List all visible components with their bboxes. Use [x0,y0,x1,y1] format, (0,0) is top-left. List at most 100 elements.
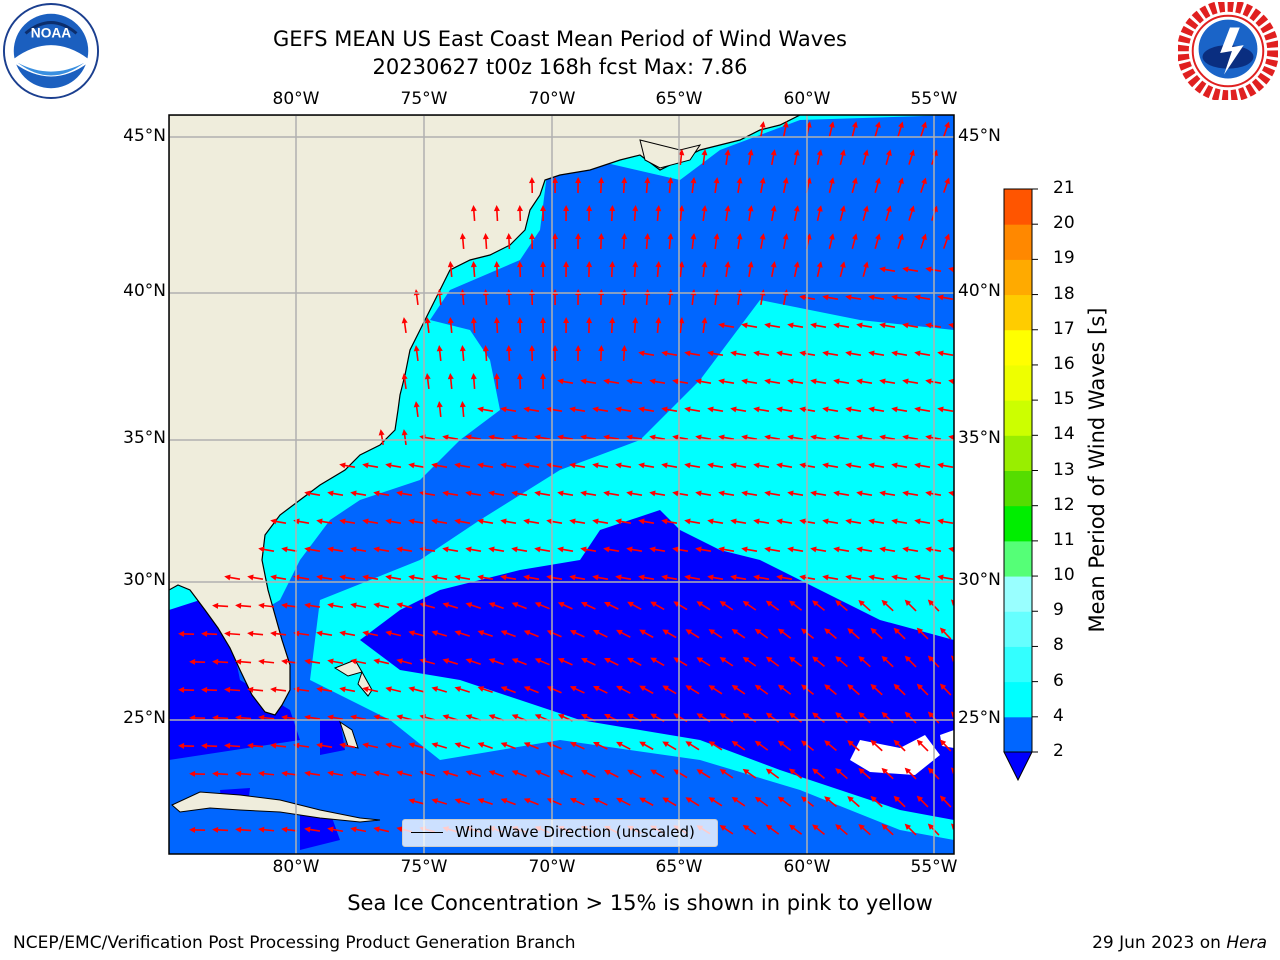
wind-arrow [459,401,466,418]
wind-arrow [690,177,697,194]
wind-arrow [879,378,896,385]
wind-arrow [685,685,700,695]
wind-arrow [847,628,860,640]
wind-arrow [350,714,367,721]
wind-arrow [741,546,758,553]
wind-arrow [753,462,770,469]
wind-arrow [431,462,448,469]
wind-arrow [616,741,631,750]
wind-arrow [812,712,826,724]
wind-arrow [719,825,734,835]
wind-arrow [500,518,517,525]
wind-arrow [454,630,470,637]
wind-arrow [431,742,448,749]
wind-arrow [881,767,894,780]
wind-arrow [534,602,550,610]
wind-arrow [893,739,906,752]
lat-label-right: 30°N [958,570,1001,590]
wind-arrow [639,629,654,639]
wind-arrow [870,627,883,640]
wind-arrow [516,205,523,222]
wind-arrow [258,826,275,833]
wind-arrow [754,796,769,807]
wind-arrow [822,462,839,469]
map-frame [168,114,955,855]
wind-arrow [812,656,826,668]
wind-arrow [500,574,517,581]
wind-arrow [569,406,586,413]
wind-arrow [690,233,697,250]
wind-arrow [879,490,896,497]
wind-arrow [442,434,459,441]
wind-arrow [316,630,333,637]
colorbar-segment [1004,435,1032,471]
wind-arrow [569,518,586,525]
wind-arrow [862,205,869,221]
wind-arrow [839,149,846,165]
wind-arrow [904,823,917,836]
lon-label-bottom: 70°W [528,857,576,877]
colorbar-segment [1004,329,1032,366]
wind-arrow [662,797,677,807]
wind-arrow [424,317,431,334]
wind-arrow [557,434,574,441]
wind-arrow [523,742,539,750]
lon-label-bottom: 80°W [272,857,320,877]
wind-arrow [516,373,523,390]
colorbar-tick-label: 4 [1053,705,1064,726]
wind-arrow [247,686,264,693]
wind-arrow [580,378,597,385]
wind-arrow [500,798,516,806]
wind-arrow [916,683,929,696]
wind-arrow [770,205,777,222]
wind-arrow [845,462,862,469]
footer-date: 29 Jun 2023 on Hera [1092,933,1267,953]
wind-arrow [701,317,708,334]
wind-arrow [609,205,616,222]
wind-arrow [914,574,931,581]
wind-arrow [592,518,609,525]
wind-arrow [893,683,906,696]
wind-arrow [465,490,482,497]
wind-arrow [627,601,642,611]
lon-label-top: 65°W [655,89,703,109]
wind-arrow [604,601,619,610]
wind-arrow [586,261,593,278]
wind-arrow [373,658,390,665]
wind-arrow [528,177,535,194]
wind-arrow [862,149,869,165]
wind-arrow [939,683,952,696]
wind-arrow [281,714,298,721]
wind-arrow [523,462,540,469]
wind-arrow [408,630,425,637]
wind-arrow [847,796,860,808]
wind-arrow [523,686,539,694]
wind-arrow [662,741,677,751]
wind-arrow [270,630,287,637]
wind-arrow [667,233,674,250]
wind-arrow [754,740,769,751]
wind-arrow [563,261,570,278]
wind-arrow [557,378,574,385]
wind-arrow [447,373,454,390]
wind-arrow [540,317,547,334]
wind-arrow [916,627,929,640]
wind-arrow [477,518,494,525]
wind-arrow [678,149,685,166]
wind-arrow [661,350,678,357]
mid-period-region [169,115,954,854]
wind-arrow [787,546,804,553]
wind-arrow [661,574,678,581]
wind-arrow [943,121,950,137]
wind-arrow [350,826,367,833]
wind-arrow [902,546,919,553]
wind-arrow [436,401,443,418]
wind-arrow [511,658,527,666]
wind-arrow [592,741,608,750]
wind-arrow [828,121,835,137]
wind-arrow [897,233,904,249]
wind-arrow [914,350,931,357]
wind-arrow [493,261,500,278]
wind-arrow [879,322,896,329]
